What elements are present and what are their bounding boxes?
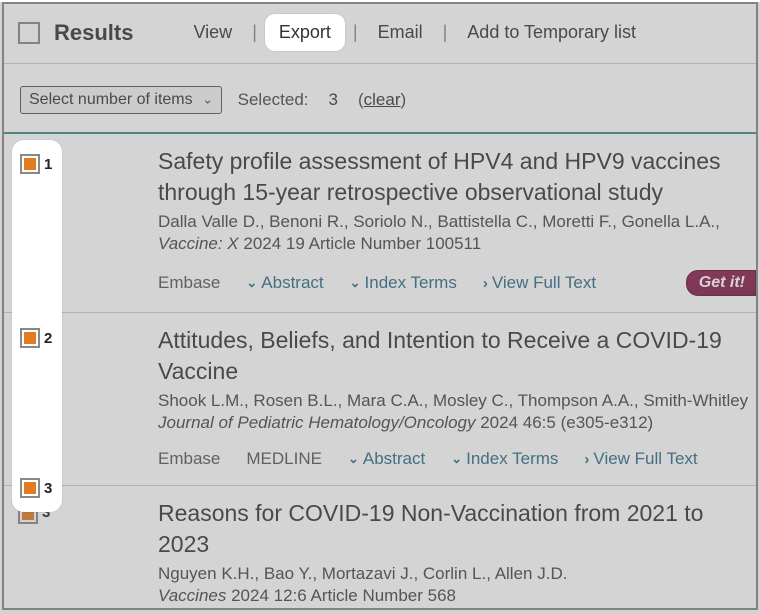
select-all-checkbox[interactable] — [18, 22, 40, 44]
chevron-right-icon: › — [483, 275, 488, 292]
result-title[interactable]: Reasons for COVID-19 Non-Vaccination fro… — [158, 498, 756, 560]
journal-name: Journal of Pediatric Hematology/Oncology — [158, 413, 476, 432]
view-full-text-link[interactable]: ›View Full Text — [584, 449, 697, 469]
view-full-text-link[interactable]: ›View Full Text — [483, 273, 596, 293]
chevron-down-icon: ⌄ — [350, 275, 361, 291]
journal-name: Vaccine: X — [158, 234, 239, 253]
result-row: 3 Reasons for COVID-19 Non-Vaccination f… — [4, 486, 756, 610]
separator: | — [252, 22, 257, 43]
result-authors: Nguyen K.H., Bao Y., Mortazavi J., Corli… — [158, 564, 756, 584]
result-authors: Dalla Valle D., Benoni R., Soriolo N., B… — [158, 212, 756, 232]
chevron-right-icon: › — [584, 451, 589, 468]
index-terms-expander[interactable]: ⌄Index Terms — [451, 449, 558, 469]
row-check-col: 2 — [18, 325, 58, 485]
result-source: Vaccines 2024 12:6 Article Number 568 — [158, 586, 756, 606]
row-checkbox[interactable] — [18, 331, 38, 351]
result-links: Embase ⌄Abstract ⌄Index Terms ›View Full… — [158, 264, 756, 304]
view-action[interactable]: View — [181, 16, 244, 49]
result-authors: Shook L.M., Rosen B.L., Mara C.A., Mosle… — [158, 391, 756, 411]
chevron-down-icon: ⌄ — [246, 275, 257, 291]
result-source: Journal of Pediatric Hematology/Oncology… — [158, 413, 756, 433]
separator: | — [443, 22, 448, 43]
index-terms-expander[interactable]: ⌄Index Terms — [350, 273, 457, 293]
abstract-expander[interactable]: ⌄Abstract — [348, 449, 425, 469]
results-list: 1 Safety profile assessment of HPV4 and … — [4, 134, 756, 610]
chevron-down-icon: ⌄ — [451, 451, 462, 467]
abstract-expander[interactable]: ⌄Abstract — [246, 273, 323, 293]
result-title[interactable]: Safety profile assessment of HPV4 and HP… — [158, 146, 756, 208]
chevron-down-icon: ⌄ — [348, 451, 359, 467]
email-action[interactable]: Email — [366, 16, 435, 49]
row-check-col: 1 — [18, 146, 58, 312]
result-source: Vaccine: X 2024 19 Article Number 100511 — [158, 234, 756, 254]
selected-label: Selected: — [238, 90, 309, 110]
chevron-down-icon: ⌄ — [203, 92, 213, 106]
add-temp-action[interactable]: Add to Temporary list — [455, 16, 648, 49]
get-it-button[interactable]: Get it! — [686, 270, 756, 296]
result-row: 1 Safety profile assessment of HPV4 and … — [4, 134, 756, 313]
app-frame: Results View | Export | Email | Add to T… — [2, 2, 758, 610]
select-number-dropdown[interactable]: Select number of items ⌄ — [20, 86, 222, 114]
top-actions: View | Export | Email | Add to Temporary… — [181, 14, 648, 51]
row-content: Attitudes, Beliefs, and Intention to Rec… — [58, 325, 756, 485]
database-tag: Embase — [158, 449, 220, 469]
results-heading: Results — [54, 20, 133, 46]
row-content: Reasons for COVID-19 Non-Vaccination fro… — [58, 498, 756, 610]
source-meta: 2024 46:5 (e305-e312) — [476, 413, 654, 432]
row-checkbox[interactable] — [18, 504, 38, 524]
selected-count: 3 — [329, 90, 338, 110]
controls-row: Select number of items ⌄ Selected: 3 (cl… — [4, 64, 756, 134]
database-tag: Embase — [158, 273, 220, 293]
row-check-col: 3 — [18, 498, 58, 610]
row-number: 2 — [42, 331, 50, 348]
row-number: 3 — [42, 504, 50, 521]
row-number: 1 — [42, 152, 50, 169]
select-number-label: Select number of items — [29, 91, 193, 108]
clear-wrapper: (clear) — [358, 90, 406, 110]
row-content: Safety profile assessment of HPV4 and HP… — [58, 146, 756, 312]
separator: | — [353, 22, 358, 43]
result-links: Embase MEDLINE ⌄Abstract ⌄Index Terms ›V… — [158, 443, 756, 477]
clear-selection-link[interactable]: clear — [364, 90, 401, 109]
row-checkbox[interactable] — [18, 152, 38, 172]
source-meta: 2024 19 Article Number 100511 — [239, 234, 482, 253]
source-meta: 2024 12:6 Article Number 568 — [226, 586, 456, 605]
result-row: 2 Attitudes, Beliefs, and Intention to R… — [4, 313, 756, 486]
database-tag: MEDLINE — [246, 449, 322, 469]
result-title[interactable]: Attitudes, Beliefs, and Intention to Rec… — [158, 325, 756, 387]
export-action[interactable]: Export — [265, 14, 345, 51]
journal-name: Vaccines — [158, 586, 226, 605]
top-toolbar: Results View | Export | Email | Add to T… — [4, 4, 756, 64]
